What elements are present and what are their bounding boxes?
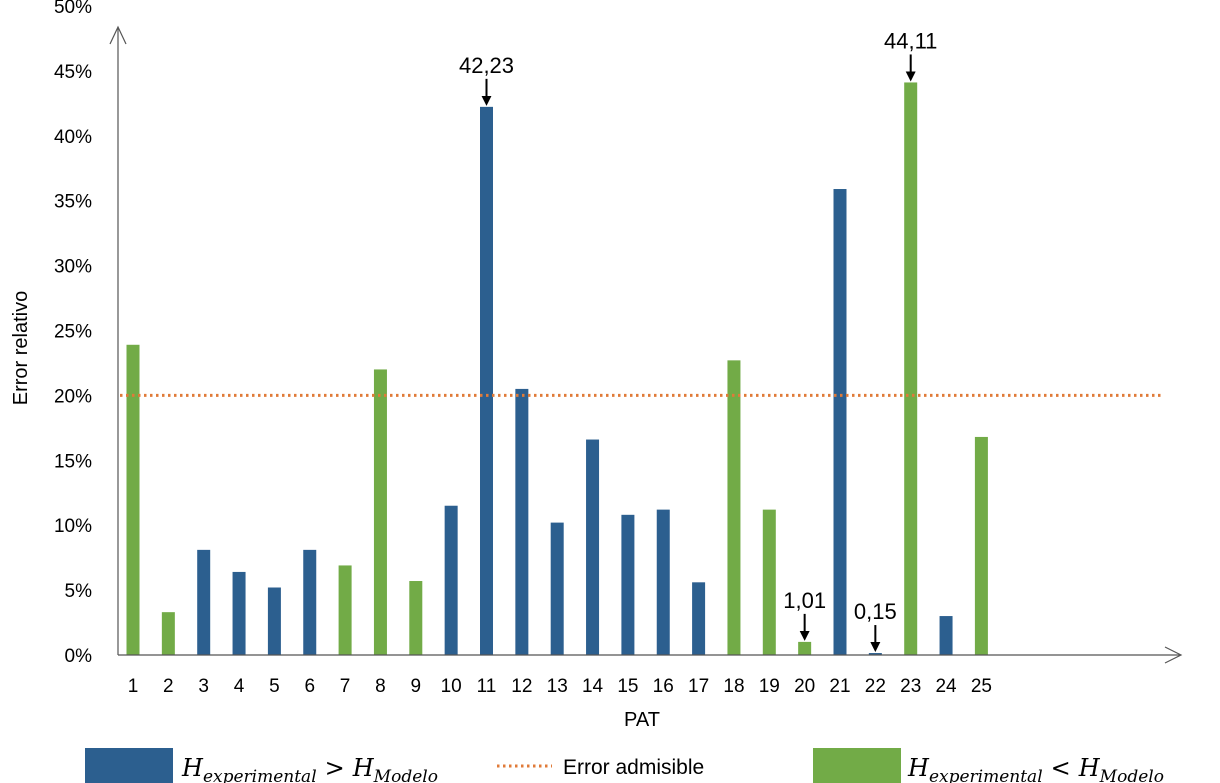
x-tick-label: 10 bbox=[441, 676, 462, 697]
annotation-label: 0,15 bbox=[854, 599, 897, 624]
x-tick-label: 18 bbox=[723, 676, 744, 697]
y-tick-label: 10% bbox=[54, 516, 92, 537]
x-tick-label: 13 bbox=[547, 676, 568, 697]
y-tick-label: 0% bbox=[65, 646, 93, 667]
bar bbox=[303, 549, 317, 655]
annotation-label: 42,23 bbox=[459, 53, 514, 78]
bar bbox=[161, 612, 175, 655]
y-tick-label: 35% bbox=[54, 192, 92, 213]
x-tick-label: 7 bbox=[340, 676, 351, 697]
legend-blue-sub1: experimental bbox=[203, 767, 317, 783]
legend-blue-sub2: Modelo bbox=[373, 767, 438, 783]
bar bbox=[515, 388, 529, 655]
bar bbox=[621, 514, 635, 655]
legend-swatch-blue bbox=[85, 748, 173, 783]
bar bbox=[656, 509, 670, 655]
legend-label-green: Hexperimental < HModelo bbox=[907, 754, 1164, 783]
legend-blue-h2: H bbox=[352, 754, 375, 782]
bar bbox=[338, 565, 352, 655]
axes bbox=[109, 25, 1183, 664]
legend-label-reference: Error admisible bbox=[563, 756, 704, 779]
legend-blue-op: > bbox=[325, 754, 345, 782]
x-tick-label: 2 bbox=[163, 676, 174, 697]
x-tick-label: 20 bbox=[794, 676, 815, 697]
x-tick-label: 4 bbox=[234, 676, 245, 697]
legend-green-h1: H bbox=[907, 754, 930, 782]
legend-green-sub1: experimental bbox=[929, 767, 1043, 783]
legend-green-sub2: Modelo bbox=[1099, 767, 1164, 783]
x-tick-label: 22 bbox=[865, 676, 886, 697]
legend-green-h2: H bbox=[1078, 754, 1101, 782]
y-tick-label: 40% bbox=[54, 127, 92, 148]
bar bbox=[550, 522, 564, 655]
x-axis-arrow bbox=[1164, 646, 1183, 664]
bar bbox=[727, 360, 741, 655]
x-tick-label: 17 bbox=[688, 676, 709, 697]
bar bbox=[373, 369, 387, 655]
bar bbox=[409, 581, 423, 655]
x-axis-title: PAT bbox=[624, 709, 660, 731]
x-tick-label: 19 bbox=[759, 676, 780, 697]
bar bbox=[939, 616, 953, 655]
x-tick-label: 6 bbox=[304, 676, 315, 697]
x-axis-tick-labels: 1 2 3 4 5 6 7 8 9 10 11 12 13 14 15 16 17 18 19 20 21 22 23 24 2… bbox=[128, 676, 992, 697]
y-tick-label: 50% bbox=[54, 0, 92, 18]
bar bbox=[904, 82, 918, 655]
bar bbox=[762, 509, 776, 655]
annotations: 42,23 44,11 1,01 0,15 bbox=[459, 28, 937, 653]
bar bbox=[126, 344, 140, 655]
bar bbox=[798, 641, 812, 655]
legend: Hexperimental > HModelo Error admisible He… bbox=[85, 748, 1164, 783]
y-tick-label: 15% bbox=[54, 451, 92, 472]
bar bbox=[444, 505, 458, 655]
y-axis-tick-labels: 0% 5% 10% 15% 20% 25% 30% 35% 40% 45% 50% bbox=[54, 0, 92, 667]
x-tick-label: 15 bbox=[617, 676, 638, 697]
bars bbox=[126, 82, 988, 655]
x-tick-label: 25 bbox=[971, 676, 992, 697]
y-tick-label: 5% bbox=[65, 581, 93, 602]
bar bbox=[197, 549, 211, 655]
x-tick-label: 16 bbox=[653, 676, 674, 697]
annotation-label: 1,01 bbox=[783, 588, 826, 613]
x-tick-label: 9 bbox=[411, 676, 422, 697]
bar bbox=[868, 653, 882, 655]
x-tick-label: 24 bbox=[935, 676, 957, 697]
x-tick-label: 11 bbox=[477, 676, 497, 697]
legend-swatch-green bbox=[813, 748, 901, 783]
bar bbox=[480, 106, 493, 655]
bar bbox=[692, 582, 706, 655]
bar bbox=[974, 436, 988, 655]
x-tick-label: 1 bbox=[128, 676, 139, 697]
bar bbox=[267, 587, 281, 655]
x-tick-label: 14 bbox=[582, 676, 604, 697]
y-axis-arrow bbox=[109, 25, 127, 45]
y-axis-title: Error relativo bbox=[10, 291, 32, 405]
x-tick-label: 5 bbox=[269, 676, 280, 697]
y-tick-label: 20% bbox=[54, 386, 92, 407]
bar bbox=[833, 189, 847, 655]
bar bbox=[586, 439, 600, 655]
legend-label-blue: Hexperimental > HModelo bbox=[181, 754, 438, 783]
legend-green-op: < bbox=[1051, 754, 1071, 782]
bar bbox=[232, 571, 246, 655]
y-tick-label: 45% bbox=[54, 62, 92, 83]
legend-blue-h1: H bbox=[181, 754, 204, 782]
x-tick-label: 21 bbox=[829, 676, 850, 697]
x-tick-label: 23 bbox=[900, 676, 921, 697]
x-tick-label: 3 bbox=[198, 676, 209, 697]
x-tick-label: 8 bbox=[375, 676, 386, 697]
annotation-label: 44,11 bbox=[884, 28, 937, 53]
y-tick-label: 25% bbox=[54, 322, 92, 343]
y-tick-label: 30% bbox=[54, 257, 92, 278]
x-tick-label: 12 bbox=[511, 676, 532, 697]
